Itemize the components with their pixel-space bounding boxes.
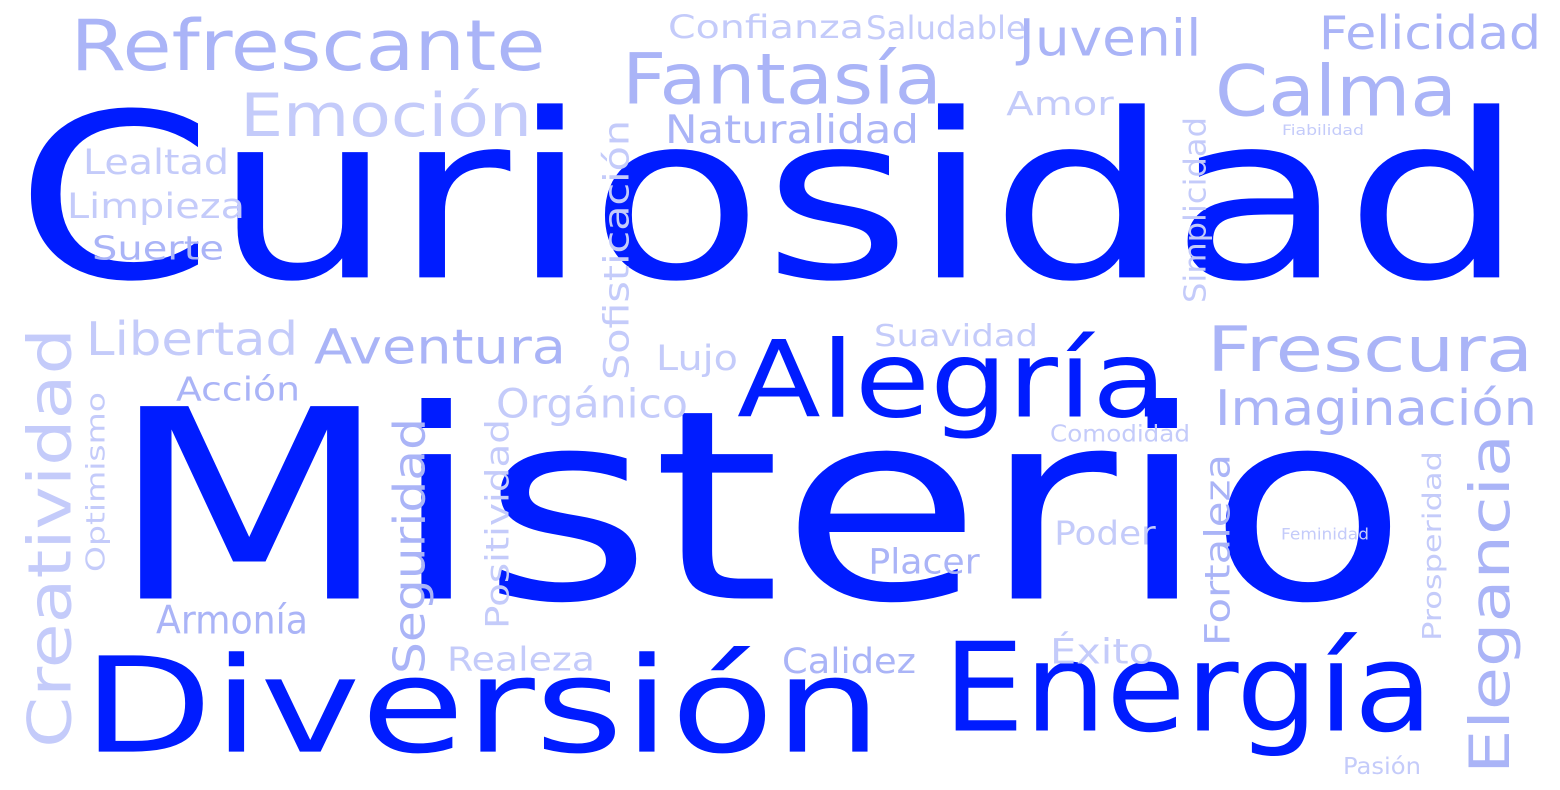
word-group-lujo: Lujo — [656, 337, 738, 378]
word-group-diversion: Diversión — [82, 629, 882, 783]
word-group-suerte: Suerte — [92, 229, 224, 268]
word-creatividad: Creatividad — [15, 328, 85, 748]
word-positividad: Positividad — [480, 419, 517, 629]
word-libertad: Libertad — [86, 314, 298, 367]
word-feminidad: Feminidad — [1281, 525, 1369, 543]
word-group-confianza: Confianza — [668, 10, 864, 46]
word-group-creatividad: Creatividad — [15, 328, 85, 748]
word-accion: Acción — [176, 371, 300, 409]
word-group-elegancia: Elegancia — [1458, 434, 1523, 774]
word-optimismo: Optimismo — [81, 392, 112, 572]
word-group-realeza: Realeza — [447, 641, 595, 679]
word-group-pasion: Pasión — [1343, 752, 1421, 779]
word-group-accion: Acción — [176, 371, 300, 409]
word-group-energia: Energía — [943, 616, 1433, 759]
word-comodidad: Comodidad — [1050, 420, 1190, 447]
word-sofisticacion: Sofisticación — [596, 120, 637, 380]
word-curiosidad: Curiosidad — [15, 64, 1525, 331]
word-group-optimismo: Optimismo — [81, 392, 112, 572]
word-fortaleza: Fortaleza — [1198, 454, 1239, 646]
word-armonia: Armonía — [156, 597, 308, 643]
word-group-felicidad: Felicidad — [1319, 7, 1541, 60]
word-calidez: Calidez — [782, 642, 916, 682]
word-placer: Placer — [868, 542, 980, 582]
word-group-calidez: Calidez — [782, 642, 916, 682]
word-group-organico: Orgánico — [496, 381, 688, 427]
word-realeza: Realeza — [447, 641, 595, 679]
word-group-calma: Calma — [1215, 51, 1457, 132]
word-group-lealtad: Lealtad — [83, 141, 229, 182]
word-group-refrescante: Refrescante — [71, 5, 546, 87]
word-group-armonia: Armonía — [156, 597, 308, 643]
word-group-saludable: Saludable — [866, 9, 1026, 47]
word-group-imaginacion: Imaginación — [1215, 380, 1537, 437]
word-poder: Poder — [1054, 515, 1156, 553]
word-group-aventura: Aventura — [314, 320, 566, 375]
word-lujo: Lujo — [656, 337, 738, 378]
word-calma: Calma — [1215, 51, 1457, 132]
word-aventura: Aventura — [314, 320, 566, 375]
word-saludable: Saludable — [866, 9, 1026, 47]
word-group-naturalidad: Naturalidad — [665, 107, 919, 152]
word-group-alegria: Alegría — [737, 318, 1167, 441]
word-group-suavidad: Suavidad — [874, 319, 1038, 354]
word-simplicidad: Simplicidad — [1179, 117, 1214, 303]
word-group-positividad: Positividad — [480, 419, 517, 629]
word-emocion: Emoción — [240, 81, 532, 151]
word-group-frescura: Frescura — [1207, 314, 1533, 386]
word-group-libertad: Libertad — [86, 314, 298, 367]
word-group-misterio: Misterio — [108, 354, 1408, 661]
word-juvenil: Juvenil — [1016, 8, 1202, 68]
word-group-placer: Placer — [868, 542, 980, 582]
word-naturalidad: Naturalidad — [665, 107, 919, 152]
word-group-fortaleza: Fortaleza — [1198, 454, 1239, 646]
word-diversion: Diversión — [82, 629, 882, 783]
word-group-juvenil: Juvenil — [1016, 8, 1202, 68]
word-imaginacion: Imaginación — [1215, 380, 1537, 437]
word-organico: Orgánico — [496, 381, 688, 427]
word-group-feminidad: Feminidad — [1281, 525, 1369, 543]
word-energia: Energía — [943, 616, 1433, 759]
word-group-limpieza: Limpieza — [67, 185, 245, 226]
word-group-prosperidad: Prosperidad — [1417, 451, 1447, 641]
word-confianza: Confianza — [668, 10, 864, 46]
word-group-fiabilidad: Fiabilidad — [1282, 122, 1364, 139]
word-suavidad: Suavidad — [874, 319, 1038, 354]
word-amor: Amor — [1006, 85, 1114, 124]
word-elegancia: Elegancia — [1458, 434, 1523, 774]
word-lealtad: Lealtad — [83, 141, 229, 182]
word-fiabilidad: Fiabilidad — [1282, 122, 1364, 139]
word-group-simplicidad: Simplicidad — [1179, 117, 1214, 303]
word-felicidad: Felicidad — [1319, 7, 1541, 60]
word-seguridad: Seguridad — [384, 418, 435, 674]
word-refrescante: Refrescante — [71, 5, 546, 87]
word-group-fantasia: Fantasía — [622, 40, 942, 121]
word-group-amor: Amor — [1006, 85, 1114, 124]
word-frescura: Frescura — [1207, 314, 1533, 386]
word-suerte: Suerte — [92, 229, 224, 268]
word-group-comodidad: Comodidad — [1050, 420, 1190, 447]
word-group-curiosidad: Curiosidad — [15, 64, 1525, 331]
word-group-exito: Éxito — [1050, 630, 1154, 673]
word-group-sofisticacion: Sofisticación — [596, 120, 637, 380]
word-pasion: Pasión — [1343, 752, 1421, 779]
word-prosperidad: Prosperidad — [1417, 451, 1447, 641]
word-misterio: Misterio — [108, 354, 1408, 661]
word-limpieza: Limpieza — [67, 185, 245, 226]
word-alegria: Alegría — [737, 318, 1167, 441]
word-exito: Éxito — [1050, 630, 1154, 673]
word-group-emocion: Emoción — [240, 81, 532, 151]
word-group-seguridad: Seguridad — [384, 418, 435, 674]
word-group-poder: Poder — [1054, 515, 1156, 553]
word-fantasia: Fantasía — [622, 40, 942, 121]
